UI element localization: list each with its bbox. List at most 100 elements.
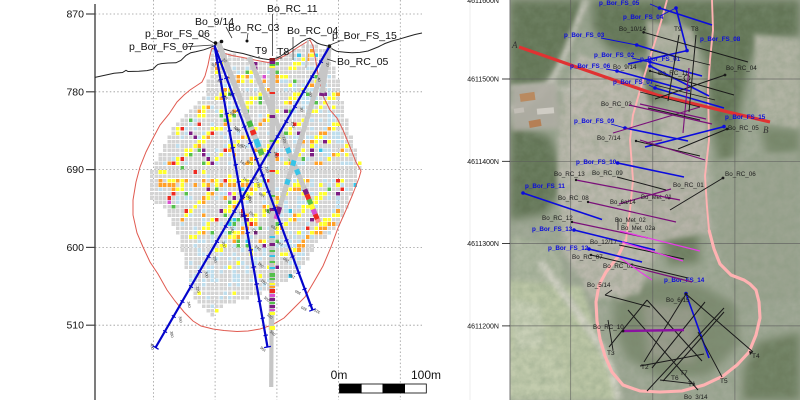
svg-text:220: 220 [251,228,258,235]
svg-text:Bo_12/17: Bo_12/17 [590,239,617,246]
svg-text:100: 100 [233,125,240,132]
svg-text:300: 300 [263,296,270,303]
svg-text:120: 120 [282,136,287,143]
svg-text:100m: 100m [411,368,441,382]
svg-text:T2: T2 [641,364,649,371]
svg-text:180: 180 [258,191,265,198]
svg-text:260: 260 [257,262,264,269]
svg-text:T6: T6 [671,375,679,382]
svg-text:p_Bor_FS_06: p_Bor_FS_06 [145,28,210,40]
svg-text:Bo_RC_13: Bo_RC_13 [554,171,585,178]
svg-text:Bo_RC_11: Bo_RC_11 [267,3,318,15]
svg-text:Bo_7/14: Bo_7/14 [597,135,621,142]
svg-text:160: 160 [264,166,269,173]
svg-text:Bo_Met_02a: Bo_Met_02a [621,226,656,232]
svg-text:T1: T1 [688,381,696,388]
svg-text:200: 200 [247,196,252,203]
svg-text:0m: 0m [331,368,348,382]
svg-text:Bo_9/14: Bo_9/14 [613,64,637,71]
svg-text:260: 260 [221,241,226,248]
svg-text:280: 280 [260,279,267,286]
svg-text:Bo_6/15: Bo_6/15 [666,297,690,304]
svg-text:p_Bor_FS_01: p_Bor_FS_01 [640,56,681,63]
svg-text:80: 80 [299,107,304,112]
svg-text:240: 240 [230,226,235,233]
svg-text:T8: T8 [691,26,699,33]
svg-text:120: 120 [236,142,243,149]
svg-text:Bo_10/14: Bo_10/14 [619,26,646,33]
svg-text:p_Bor_FS_12: p_Bor_FS_12 [548,245,589,252]
svg-text:140: 140 [239,159,246,166]
svg-text:100: 100 [234,126,241,133]
svg-text:340: 340 [186,301,191,308]
svg-text:Bo_RC_11: Bo_RC_11 [658,70,689,77]
svg-text:T9: T9 [255,45,267,57]
svg-text:T9: T9 [674,26,682,33]
svg-text:80: 80 [229,111,235,117]
svg-text:4611200N: 4611200N [467,323,499,330]
svg-text:80: 80 [231,109,237,115]
svg-text:T4: T4 [752,353,760,360]
svg-text:B: B [763,125,769,135]
svg-text:p_Bor_FS_06: p_Bor_FS_06 [570,63,611,70]
svg-text:325: 325 [313,308,320,315]
svg-text:T5: T5 [720,378,728,385]
svg-text:p_Bor_FS_03: p_Bor_FS_03 [564,32,605,39]
svg-text:p_Bor_FS_04: p_Bor_FS_04 [623,14,664,21]
svg-text:Bo_6a/14: Bo_6a/14 [610,200,636,206]
svg-text:220: 220 [238,211,243,218]
svg-text:240: 240 [276,240,283,247]
svg-text:p_Bor_FS_08: p_Bor_FS_08 [700,36,741,43]
svg-text:140: 140 [246,159,253,166]
svg-text:60: 60 [223,95,229,101]
svg-text:200: 200 [264,208,271,215]
svg-text:360: 360 [178,316,183,323]
svg-text:Bo_5/14: Bo_5/14 [587,282,611,289]
svg-text:Bo_RC_06: Bo_RC_06 [725,171,756,178]
svg-text:180: 180 [256,181,261,188]
svg-text:p_Bor_FS_02: p_Bor_FS_02 [594,52,635,59]
svg-text:Bo_RC_08: Bo_RC_08 [558,195,589,202]
svg-text:120: 120 [240,143,247,150]
svg-text:510: 510 [66,320,84,332]
svg-text:600: 600 [66,242,84,254]
svg-text:Bo_RC_03: Bo_RC_03 [601,101,632,108]
svg-text:4611600N: 4611600N [467,0,499,5]
svg-text:Bo_RC_07: Bo_RC_07 [572,254,603,261]
svg-text:20: 20 [211,62,217,68]
svg-text:Bo_RC_05: Bo_RC_05 [728,125,759,132]
svg-text:T7: T7 [680,370,688,377]
svg-text:260: 260 [282,256,289,263]
svg-text:Bo_Met_01: Bo_Met_01 [641,195,672,201]
svg-text:60: 60 [308,92,313,97]
svg-text:p_Bor_FS_10: p_Bor_FS_10 [576,159,617,166]
svg-text:280: 280 [212,256,217,263]
svg-text:4611300N: 4611300N [467,241,499,248]
svg-text:p_Bor_FS_05: p_Bor_FS_05 [599,0,640,7]
svg-text:380: 380 [169,331,174,338]
svg-text:p_Bor_FS_11: p_Bor_FS_11 [525,183,565,190]
svg-text:300: 300 [204,271,209,278]
svg-text:100: 100 [290,121,295,128]
svg-text:400: 400 [149,343,154,350]
svg-text:220: 220 [270,224,277,231]
svg-text:Bo_RC_04: Bo_RC_04 [726,65,757,72]
svg-text:p_Bor_FS_15: p_Bor_FS_15 [725,114,766,121]
svg-text:320: 320 [195,286,200,293]
svg-text:Bo_Met_02: Bo_Met_02 [615,218,646,224]
svg-text:780: 780 [66,86,84,98]
svg-text:320: 320 [266,313,273,320]
svg-text:Bo_3/14: Bo_3/14 [684,394,708,400]
svg-text:40: 40 [217,78,223,84]
svg-text:Bo_RC_09: Bo_RC_09 [592,170,623,177]
svg-text:300: 300 [294,289,301,296]
svg-text:4611400N: 4611400N [467,159,499,166]
svg-text:870: 870 [66,9,84,21]
svg-text:Bo_RC_01: Bo_RC_01 [673,182,704,189]
svg-text:40: 40 [316,77,321,82]
svg-text:320: 320 [300,305,307,312]
svg-text:280: 280 [288,273,295,280]
svg-text:690: 690 [66,164,84,176]
svg-text:p_Bor_FS_09: p_Bor_FS_09 [574,118,615,125]
svg-text:180: 180 [245,193,252,200]
